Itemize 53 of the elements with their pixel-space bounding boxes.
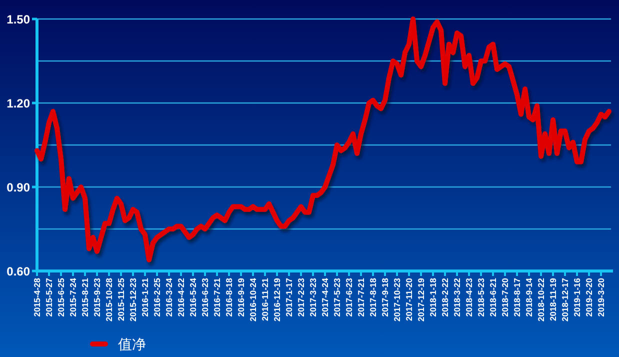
x-tick-label: 2017-9-18: [380, 278, 390, 317]
x-tick-label: 2016-7-21: [212, 278, 222, 317]
y-tick-label: 0.90: [6, 180, 30, 194]
x-tick-label: 2018-3-22: [452, 278, 462, 317]
x-tick-label: 2017-12-19: [416, 278, 426, 322]
x-tick-label: 2016-10-24: [248, 278, 258, 322]
x-tick-label: 2016-4-22: [176, 278, 186, 317]
x-tick-label: 2015-5-27: [44, 278, 54, 317]
x-tick-label: 2015-8-21: [80, 278, 90, 317]
x-tick-label: 2015-12-23: [128, 278, 138, 322]
x-tick-label: 2017-4-24: [320, 278, 330, 317]
x-tick-label: 2019-3-20: [596, 278, 606, 317]
x-tick-label: 2018-10-22: [536, 278, 546, 322]
x-tick-label: 2018-2-22: [440, 278, 450, 317]
y-tick-label: 1.50: [6, 12, 30, 26]
x-tick-label: 2017-7-21: [356, 278, 366, 317]
x-tick-label: 2019-1-16: [572, 278, 582, 317]
x-tick-label: 2016-2-25: [152, 278, 162, 317]
x-tick-label: 2018-12-17: [560, 278, 570, 322]
x-tick-label: 2015-6-25: [56, 278, 66, 317]
x-tick-label: 2017-8-18: [368, 278, 378, 317]
x-tick-label: 2018-7-20: [500, 278, 510, 317]
x-tick-label: 2018-9-14: [524, 278, 534, 317]
y-tick-label: 0.60: [6, 264, 30, 278]
x-tick-label: 2016-12-19: [272, 278, 282, 322]
x-tick-label: 2018-11-19: [548, 278, 558, 322]
x-tick-label: 2018-5-23: [476, 278, 486, 317]
x-tick-label: 2017-2-23: [296, 278, 306, 317]
x-tick-label: 2017-11-20: [404, 278, 414, 322]
x-tick-label: 2017-6-23: [344, 278, 354, 317]
x-tick-label: 2016-9-19: [236, 278, 246, 317]
x-tick-label: 2018-1-18: [428, 278, 438, 317]
x-tick-label: 2017-1-17: [284, 278, 294, 317]
x-tick-label: 2018-8-17: [512, 278, 522, 317]
x-tick-label: 2016-5-24: [188, 278, 198, 317]
x-tick-label: 2015-7-24: [68, 278, 78, 317]
x-tick-label: 2019-2-20: [584, 278, 594, 317]
x-tick-label: 2016-11-21: [260, 278, 270, 322]
x-tick-label: 2016-3-24: [164, 278, 174, 317]
x-tick-label: 2018-6-21: [488, 278, 498, 317]
x-tick-label: 2018-4-23: [464, 278, 474, 317]
y-tick-label: 1.20: [6, 96, 30, 110]
legend-label: 值净: [118, 337, 146, 353]
x-tick-label: 2015-4-28: [32, 278, 42, 317]
x-tick-label: 2017-3-23: [308, 278, 318, 317]
x-tick-label: 2016-8-18: [224, 278, 234, 317]
x-tick-label: 2017-5-23: [332, 278, 342, 317]
x-tick-label: 2017-10-23: [392, 278, 402, 322]
x-tick-label: 2016-6-23: [200, 278, 210, 317]
x-tick-label: 2016-1-21: [140, 278, 150, 317]
x-tick-label: 2015-10-28: [104, 278, 114, 322]
x-tick-label: 2015-9-23: [92, 278, 102, 317]
x-tick-label: 2015-11-25: [116, 278, 126, 322]
